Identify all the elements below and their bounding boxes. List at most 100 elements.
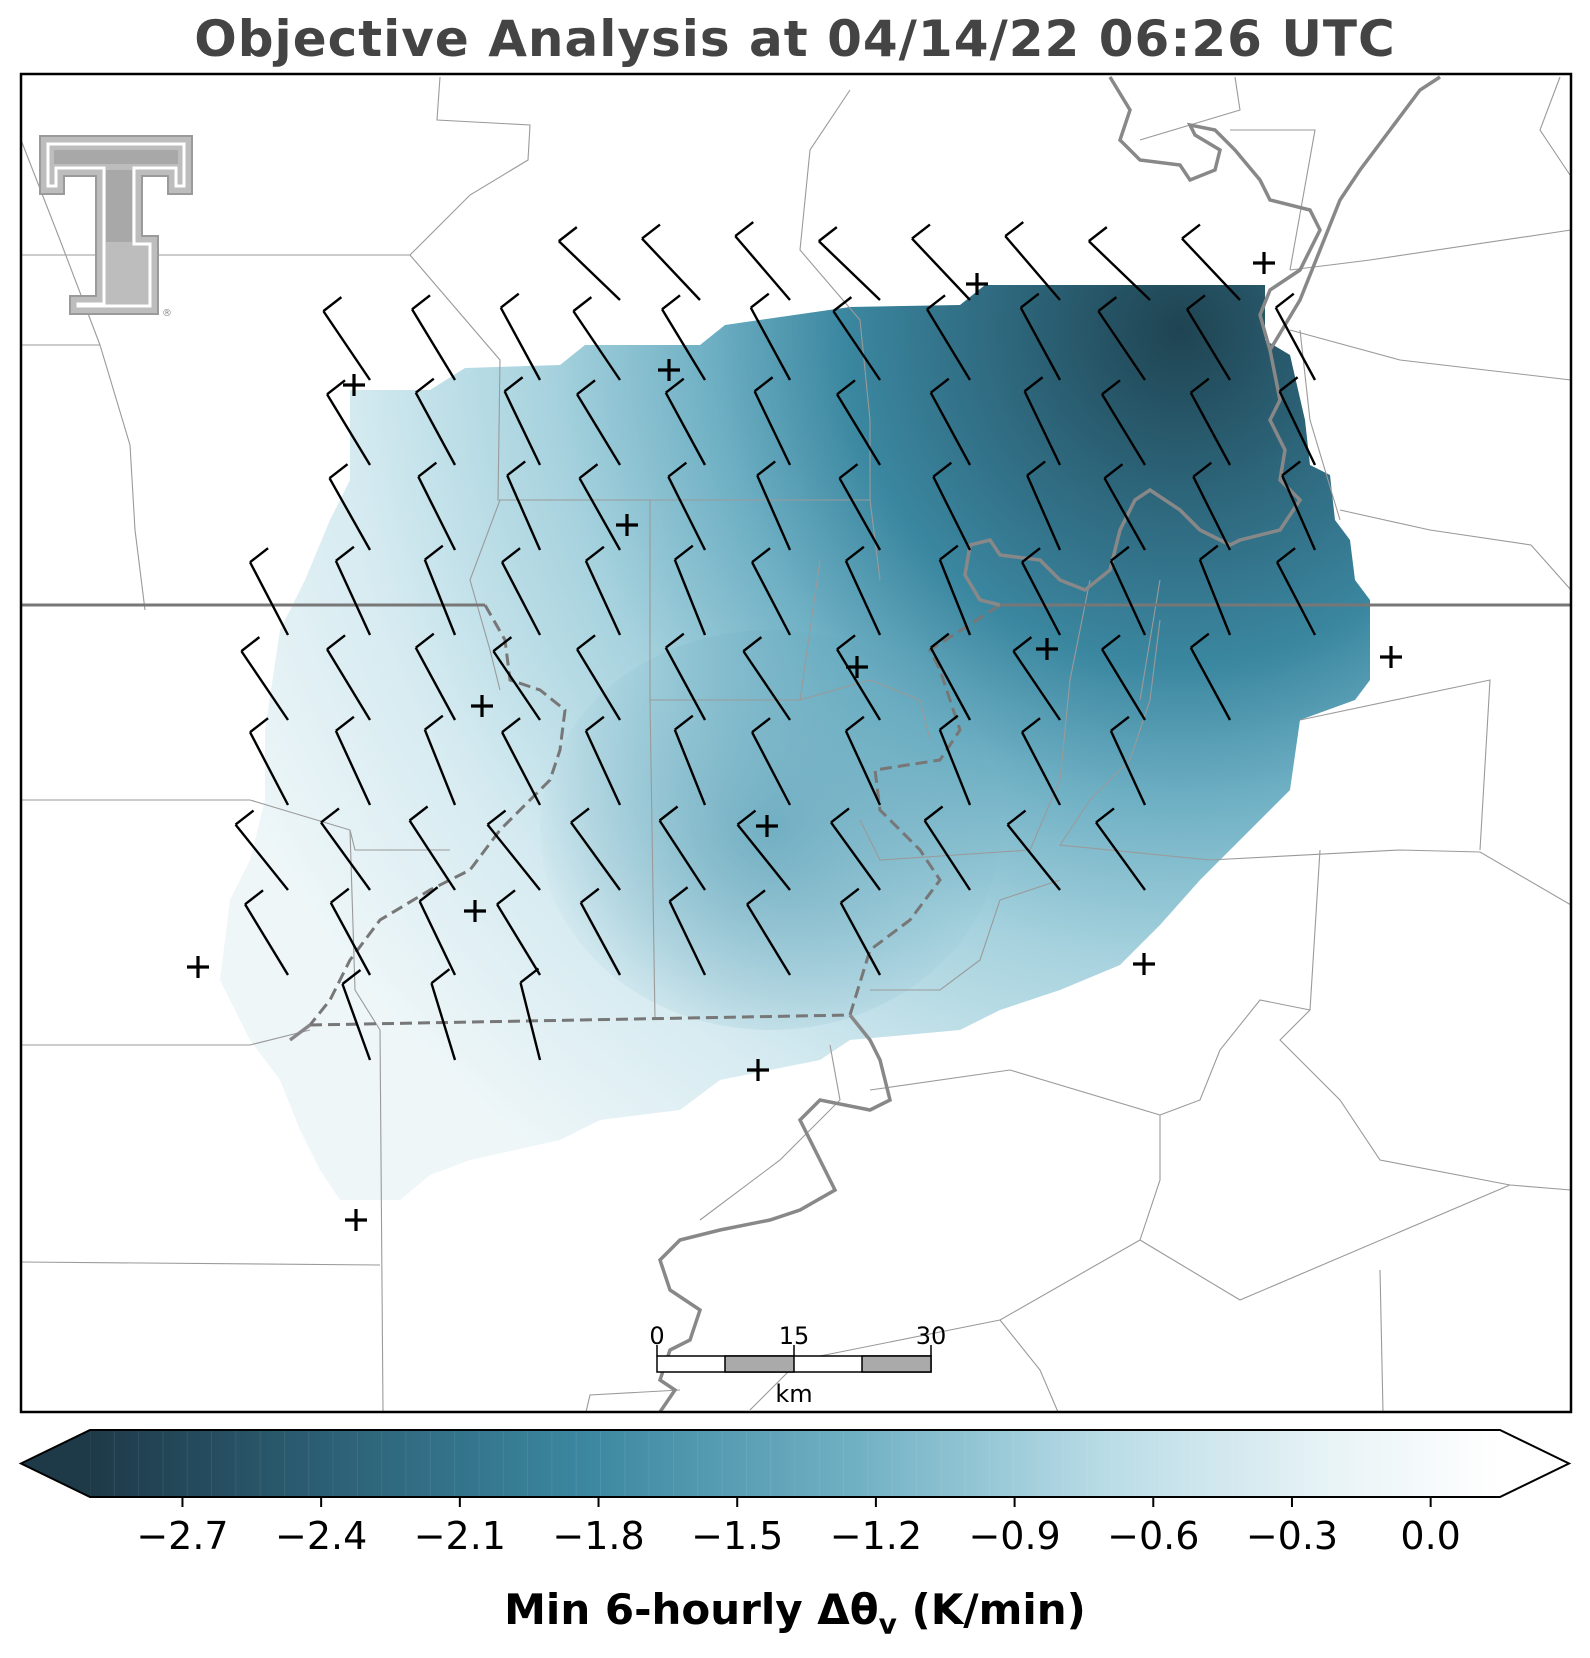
station-marker: [1253, 252, 1275, 274]
wind-barb-flag: [930, 632, 950, 649]
wind-barb-flag: [939, 544, 959, 561]
wind-barb-flag: [519, 967, 540, 984]
wind-barb-shaft: [1012, 650, 1061, 721]
wind-barb-shaft: [1026, 474, 1062, 551]
wind-barb-flag: [665, 632, 685, 649]
wind-barb-flag: [418, 886, 439, 903]
wind-barb-shaft: [248, 731, 290, 806]
wind-barb-shaft: [673, 729, 707, 806]
wind-barb-flag: [750, 292, 770, 309]
wind-barb-flag: [930, 377, 950, 394]
wind-barb-flag: [326, 379, 346, 396]
station-marker: [747, 1059, 769, 1081]
wind-barb-shaft: [499, 307, 542, 381]
wind-barb-shaft: [734, 235, 791, 301]
wind-barb-flag: [558, 226, 578, 243]
wind-barb-flag: [1276, 547, 1296, 564]
wind-barb-flag: [756, 460, 776, 477]
wind-barb-shaft: [1181, 237, 1241, 301]
wind-barb-flag: [932, 461, 953, 478]
wind-barb-shaft: [411, 308, 457, 381]
wind-barb-flag: [417, 461, 438, 478]
wind-barb-flag: [734, 221, 754, 238]
wind-barb-flag: [830, 807, 850, 824]
wind-barb-shaft: [641, 237, 701, 301]
station-marker: [343, 374, 365, 396]
wind-barb-flag: [845, 715, 865, 732]
station-marker: [1380, 646, 1402, 668]
wind-barb-flag: [832, 296, 853, 313]
wind-barb-flag: [923, 805, 944, 822]
wind-barb-shaft: [756, 474, 792, 551]
wind-barb-shaft: [926, 308, 972, 381]
wind-barb-shaft: [576, 393, 622, 466]
scale-bar: 0 15 30 km: [649, 1322, 946, 1408]
wind-barb-shaft: [322, 310, 371, 381]
wind-barb-shaft: [844, 560, 882, 636]
colorbar-extend-min: [21, 1430, 90, 1497]
wind-barb-shaft: [750, 561, 792, 636]
wind-barb-shaft: [418, 900, 457, 976]
field-minimum-blob: [540, 630, 1000, 1030]
colorbar-tick-label: −0.3: [1246, 1514, 1338, 1558]
wind-barb-flag: [415, 632, 435, 649]
wind-barb-shaft: [817, 240, 881, 301]
river: [288, 75, 1441, 1412]
colorbar-body: [90, 1430, 1500, 1497]
double-T-logo: ®: [39, 135, 193, 319]
wind-barb-shaft: [328, 477, 372, 551]
wind-barb-flag: [838, 463, 859, 480]
wind-barb-shaft: [667, 476, 707, 551]
colorbar-tick-label: −2.7: [136, 1514, 228, 1558]
wind-barb-shaft: [1192, 476, 1232, 551]
map-panel: ® 0 15 30 km: [19, 72, 1573, 1414]
wind-barb-shaft: [749, 307, 792, 381]
wind-barb-shaft: [1023, 390, 1062, 466]
wind-barb-shaft: [334, 730, 372, 806]
county-lines: [21, 76, 1571, 1412]
wind-barb-shaft: [1109, 730, 1147, 806]
logo-registered-mark: ®: [162, 308, 172, 319]
wind-barb-flag: [753, 376, 774, 393]
wind-barb-shaft: [334, 560, 372, 636]
scale-unit: km: [775, 1380, 812, 1408]
wind-barb-shaft: [578, 477, 622, 551]
wind-barb-flag: [668, 886, 689, 903]
wind-barb-flag: [1110, 715, 1130, 732]
wind-barb-shaft: [417, 476, 457, 551]
wind-barb-flag: [674, 544, 694, 561]
wind-barb-flag: [326, 634, 346, 651]
wind-barb-shaft: [938, 559, 972, 636]
wind-barb-shaft: [326, 648, 372, 721]
wind-barb-shaft: [664, 647, 707, 721]
wind-barb-flag: [249, 717, 269, 734]
wind-barb-flag: [661, 294, 681, 311]
wind-barb-shaft: [836, 393, 882, 466]
colorbar-outline: [18, 1429, 1572, 1498]
wind-barb-flag: [1023, 376, 1044, 393]
wind-barb-flag: [1275, 292, 1295, 309]
colorbar-tick-label: −0.6: [1107, 1514, 1199, 1558]
wind-barb-flag: [667, 461, 688, 478]
wind-barb-flag: [845, 545, 865, 562]
wind-barb-flag: [1020, 292, 1040, 309]
wind-barb-shaft: [1275, 561, 1317, 636]
wind-barb-flag: [939, 714, 959, 731]
wind-barb-shaft: [519, 982, 542, 1061]
state-boundary-dashed: [308, 603, 1001, 1027]
wind-barb-shaft: [506, 474, 542, 551]
wind-barb-shaft: [486, 823, 541, 891]
station-marker: [464, 900, 486, 922]
wind-barb-shaft: [932, 476, 972, 551]
station-marker: [1133, 953, 1155, 975]
wind-barb-shaft: [244, 903, 290, 976]
wind-barb-shaft: [753, 390, 792, 466]
wind-barb-shaft: [423, 729, 457, 806]
wind-barb-flag: [911, 223, 931, 240]
wind-barb-shaft: [500, 561, 542, 636]
wind-barb-flag: [578, 463, 599, 480]
wind-barb-shaft: [668, 900, 707, 976]
wind-barb-shaft: [1097, 310, 1146, 381]
wind-barb-flag: [585, 545, 605, 562]
station-marker: [345, 1209, 367, 1231]
